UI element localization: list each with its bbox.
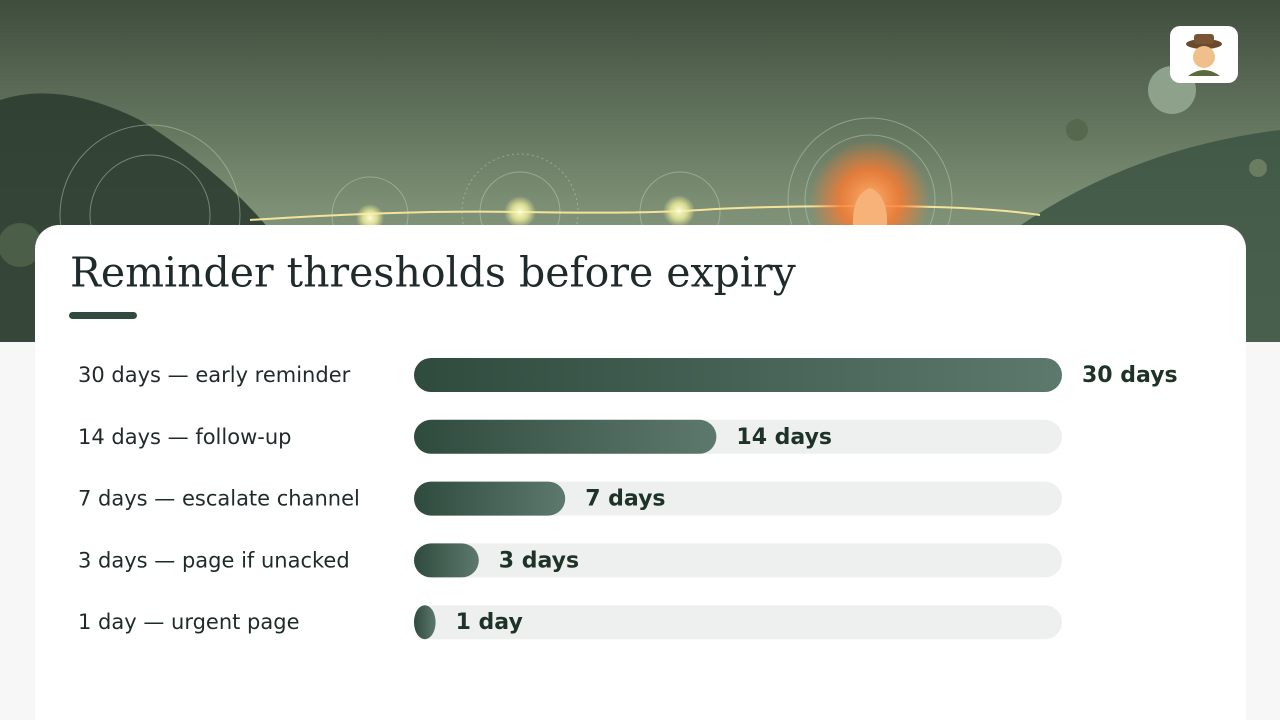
value-label: 14 days — [736, 425, 832, 450]
value-label: 1 day — [456, 610, 523, 635]
category-label: 7 days — escalate channel — [78, 487, 360, 511]
logo-badge — [1170, 26, 1238, 83]
category-label: 30 days — early reminder — [78, 363, 351, 387]
title-underline — [69, 312, 137, 319]
value-label: 7 days — [585, 487, 665, 512]
bar — [414, 481, 566, 516]
chart-title: Reminder thresholds before expiry — [70, 249, 797, 297]
card — [35, 225, 1246, 720]
value-label: 3 days — [499, 548, 579, 573]
bar-track — [414, 543, 1062, 578]
category-label: 14 days — follow-up — [78, 425, 291, 449]
value-label: 30 days — [1082, 363, 1178, 388]
bar — [414, 358, 1062, 392]
bar — [414, 605, 436, 640]
category-label: 3 days — page if unacked — [78, 548, 350, 572]
bar — [414, 419, 717, 454]
bar — [414, 543, 479, 578]
category-label: 1 day — urgent page — [78, 610, 300, 634]
plot-area: 30 days — early reminder 30 days 14 days —… — [78, 358, 1178, 640]
bar-track — [414, 605, 1062, 640]
bar-track — [414, 481, 1062, 516]
